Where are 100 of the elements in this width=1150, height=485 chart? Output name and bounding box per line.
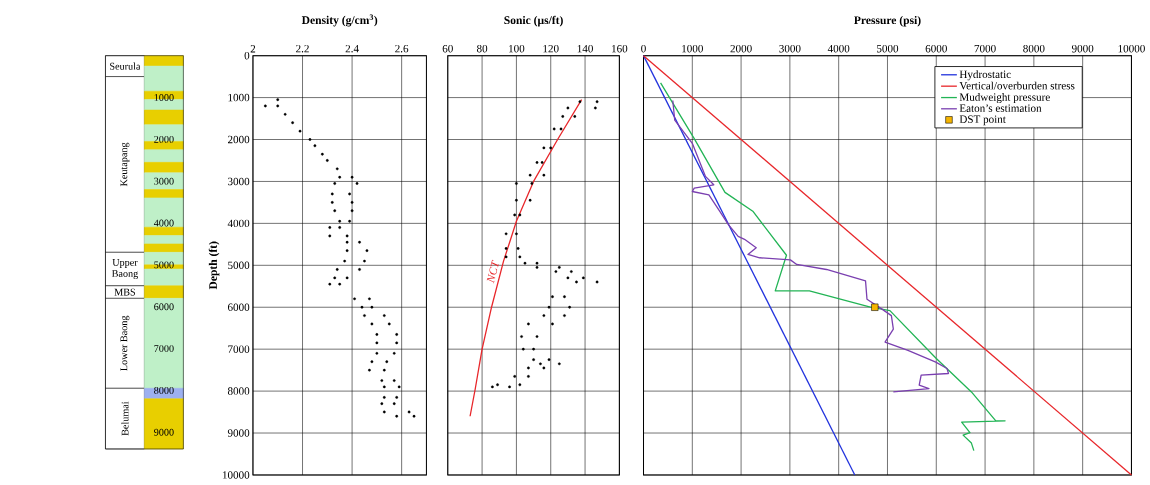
x-tick-label: 160 [612, 44, 628, 53]
point [508, 385, 511, 389]
point [551, 295, 554, 299]
point [559, 127, 563, 131]
legend-label: Hydrostatic [959, 70, 1011, 81]
point [566, 106, 570, 110]
x-tick-label: 4000 [827, 44, 850, 53]
point [554, 270, 558, 273]
y-tick-label: 8000 [227, 387, 250, 395]
point [527, 366, 530, 370]
x-tick-label: 2 [250, 44, 256, 53]
point [595, 280, 599, 284]
x-tick-label: 5000 [877, 44, 899, 53]
y-tick-label: 7000 [154, 345, 174, 352]
point [516, 247, 520, 250]
point [573, 114, 577, 118]
point [542, 146, 546, 150]
y-tick-label: 3000 [228, 177, 250, 186]
x-tick-label: 2.6 [395, 44, 409, 53]
point [595, 100, 599, 104]
x-tick-label: 100 [509, 44, 525, 53]
point [513, 374, 517, 378]
point [515, 182, 518, 185]
series-label: Belumai [121, 401, 129, 436]
point [520, 335, 523, 338]
y-tick-label: 4000 [227, 219, 250, 228]
point [496, 383, 499, 387]
point [557, 362, 561, 366]
x-tick-label: 60 [442, 44, 453, 53]
point [518, 213, 522, 217]
point [504, 232, 508, 236]
point [532, 358, 535, 361]
chart-title: Density (g/cm$^{3}$) [301, 14, 378, 27]
point [532, 347, 535, 351]
point [515, 198, 518, 202]
y-axis-title: Depth (ft) [208, 241, 220, 290]
y-tick-label: 10000 [222, 471, 250, 479]
point [490, 385, 494, 389]
y-tick-label: 5000 [228, 261, 250, 269]
y-tick-label: 7000 [228, 345, 250, 353]
point [569, 270, 573, 273]
y-tick-label: 9000 [154, 428, 174, 436]
point [561, 114, 565, 118]
point [518, 383, 522, 387]
legend-label: Eaton’s estimation [959, 104, 1042, 112]
point [535, 335, 539, 338]
point [593, 106, 597, 110]
text: NCT [486, 259, 499, 284]
x-tick-label: 2000 [730, 44, 752, 53]
point [523, 261, 527, 265]
point [515, 232, 518, 236]
x-tick-label: 3000 [779, 44, 801, 53]
x-tick-label: 140 [577, 44, 593, 53]
series-label: Upper Baong [111, 259, 139, 279]
point [539, 362, 542, 366]
point [566, 276, 570, 280]
chart-title: Sonic (µs/ft) [504, 15, 563, 27]
x-tick-label: 8000 [1023, 44, 1045, 53]
point [575, 280, 578, 284]
point [568, 305, 572, 309]
series-label: MBS [114, 288, 136, 296]
legend-label: DST point [959, 115, 1006, 126]
point [542, 366, 546, 370]
y-tick-label: 3000 [154, 177, 174, 185]
y-tick-label: 6000 [227, 303, 250, 311]
series-label: Seurula [110, 62, 141, 70]
legend-label: Vertical/overburden stress [959, 81, 1075, 90]
point [504, 247, 508, 250]
point [549, 146, 553, 150]
point [551, 322, 554, 326]
point [540, 161, 544, 164]
x-tick-label: 0 [641, 44, 646, 53]
x-tick-label: 120 [543, 44, 559, 53]
y-tick-label: 4000 [153, 219, 174, 227]
point [504, 255, 508, 259]
y-tick-label: 6000 [154, 303, 174, 311]
x-tick-label: 1000 [682, 44, 703, 53]
point [563, 295, 566, 299]
legend-label: Mudweight pressure [959, 92, 1050, 104]
point [578, 100, 582, 104]
point [535, 261, 539, 265]
point [557, 265, 561, 269]
point [552, 127, 556, 131]
point [542, 173, 546, 177]
series-label: Keutapang [120, 142, 130, 187]
point [513, 213, 517, 217]
y-tick-label: 8000 [154, 386, 174, 394]
point [521, 347, 525, 351]
x-tick-label: 9000 [1071, 44, 1094, 53]
point [530, 182, 534, 185]
point [527, 322, 530, 326]
point [528, 173, 532, 177]
y-tick-label: 2000 [228, 135, 250, 144]
y-tick-label: 9000 [227, 429, 250, 437]
point [547, 305, 551, 309]
y-tick-label: 0 [244, 51, 250, 60]
x-tick-label: 7000 [974, 44, 996, 53]
point [563, 314, 566, 317]
x-tick-label: 2.4 [345, 44, 359, 53]
point [518, 255, 522, 259]
